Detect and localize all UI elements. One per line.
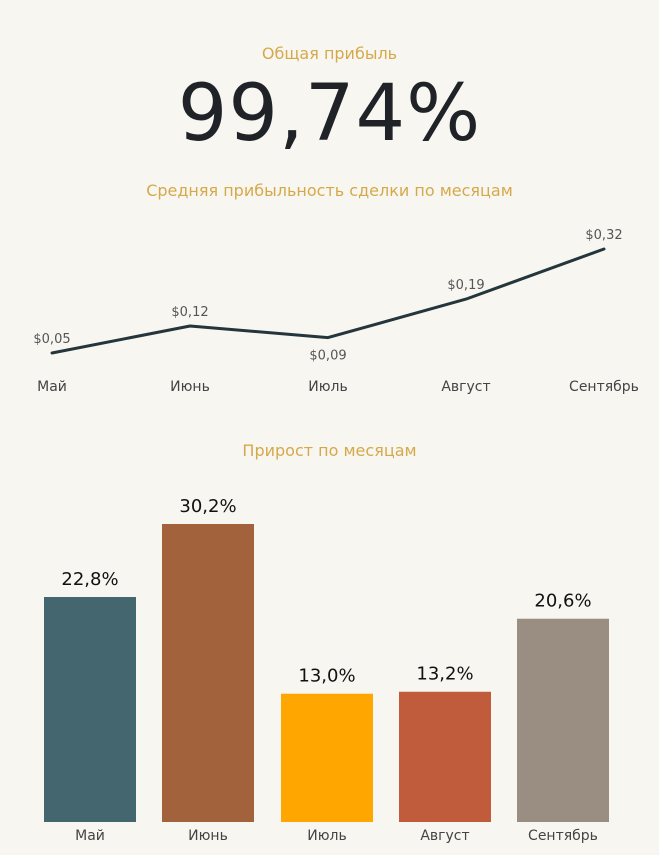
bar-x-tick-label: Август [420, 828, 469, 844]
bar-chart-title: Прирост по месяцам [242, 441, 417, 460]
growth-bar [44, 597, 136, 822]
line-x-tick-label: Июль [308, 379, 347, 395]
growth-bar [162, 524, 254, 822]
line-point-label: $0,12 [171, 305, 208, 320]
line-x-tick-label: Август [441, 379, 490, 395]
bar-value-label: 22,8% [61, 569, 118, 590]
line-point-label: $0,19 [447, 278, 484, 293]
bar-x-tick-label: Июль [307, 828, 346, 844]
growth-bar [281, 693, 373, 822]
line-point-label: $0,32 [585, 228, 622, 243]
bar-x-tick-label: Май [75, 828, 105, 844]
bar-value-label: 20,6% [534, 591, 591, 612]
bar-x-tick-label: Сентябрь [528, 828, 598, 844]
bar-value-label: 13,2% [416, 664, 473, 685]
avg-profit-line-chart: $0,05 Май $0,12 Июнь $0,09 Июль $0,19 Август $0,… [33, 228, 639, 395]
avg-profit-line [50, 247, 606, 355]
bar-value-label: 30,2% [179, 496, 236, 517]
bar-value-label: 13,0% [298, 666, 355, 687]
growth-bar [399, 691, 491, 822]
total-profit-label: Общая прибыль [261, 44, 398, 63]
total-profit-value: 99,74% [177, 69, 482, 159]
line-x-tick-label: Июнь [170, 379, 210, 395]
line-chart-title: Средняя прибыльность сделки по месяцам [146, 181, 513, 200]
line-x-tick-label: Сентябрь [569, 379, 639, 395]
line-point-label: $0,09 [309, 349, 346, 364]
line-point-label: $0,05 [33, 332, 70, 347]
bar-x-tick-label: Июнь [188, 828, 228, 844]
line-x-tick-label: Май [37, 379, 67, 395]
growth-bar [517, 618, 609, 822]
